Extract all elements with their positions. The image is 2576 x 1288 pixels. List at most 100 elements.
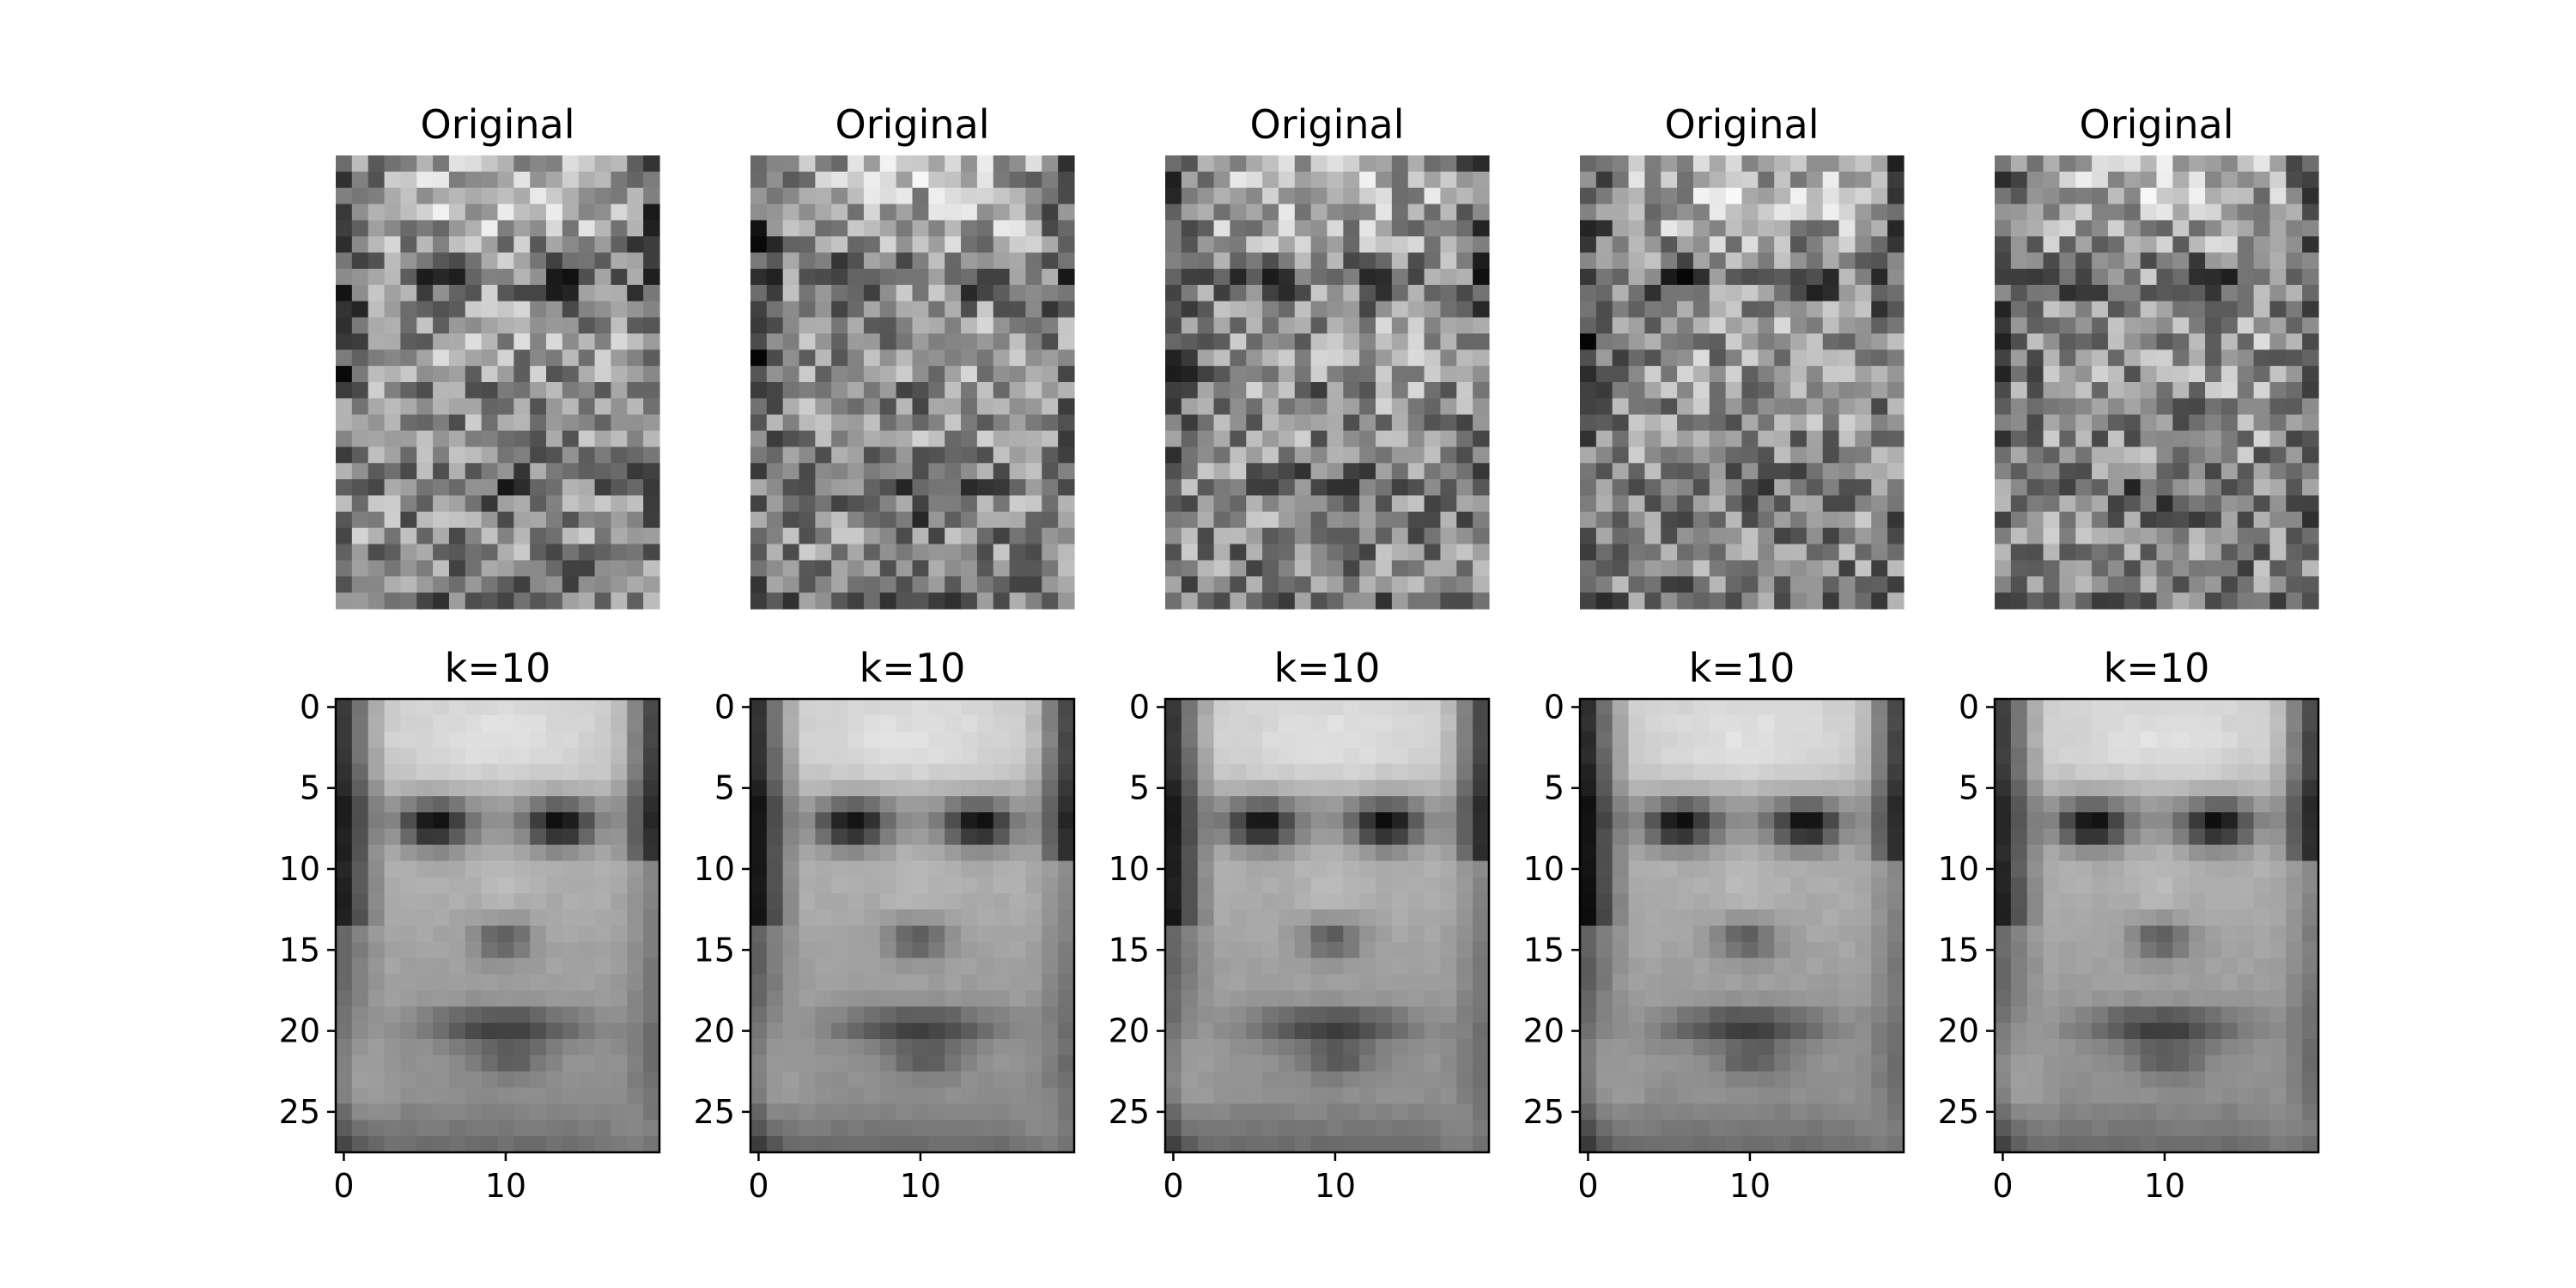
image-pixel xyxy=(2059,511,2076,529)
image-pixel xyxy=(1213,747,1230,765)
image-pixel xyxy=(2286,333,2303,350)
image-pixel xyxy=(611,301,628,319)
image-pixel xyxy=(945,463,962,480)
image-pixel xyxy=(578,592,596,610)
image-pixel xyxy=(1262,1054,1279,1072)
image-pixel xyxy=(831,430,848,448)
image-pixel xyxy=(1391,220,1409,237)
image-pixel xyxy=(1473,1023,1490,1040)
image-pixel xyxy=(1790,860,1807,878)
image-pixel xyxy=(1440,763,1457,781)
image-pixel xyxy=(594,592,612,610)
image-pixel xyxy=(896,366,914,383)
image-pixel xyxy=(1692,941,1710,959)
image-pixel xyxy=(433,560,450,577)
image-pixel xyxy=(896,926,914,943)
image-pixel xyxy=(1677,877,1694,894)
image-pixel xyxy=(750,796,768,813)
image-pixel xyxy=(1181,560,1199,577)
image-pixel xyxy=(912,495,929,513)
image-pixel xyxy=(1725,236,1743,253)
image-pixel xyxy=(2092,511,2109,529)
image-pixel xyxy=(863,366,881,383)
image-pixel xyxy=(1009,236,1027,253)
image-pixel xyxy=(1774,560,1791,577)
image-pixel xyxy=(1165,990,1182,1007)
image-pixel xyxy=(1407,828,1425,846)
image-pixel xyxy=(1692,479,1710,496)
image-pixel xyxy=(1725,576,1743,593)
image-pixel xyxy=(1009,479,1027,496)
image-pixel xyxy=(961,511,978,529)
image-pixel xyxy=(1473,1087,1490,1105)
image-pixel xyxy=(1246,592,1263,610)
image-pixel xyxy=(611,592,628,610)
image-pixel xyxy=(879,1120,897,1137)
image-pixel xyxy=(1741,844,1759,862)
image-pixel xyxy=(945,1039,962,1056)
image-pixel xyxy=(863,1039,881,1056)
image-pixel xyxy=(1376,877,1393,894)
image-pixel xyxy=(2059,479,2076,496)
image-pixel xyxy=(351,1006,369,1024)
image-pixel xyxy=(799,447,816,464)
image-pixel xyxy=(1197,155,1215,173)
image-pixel xyxy=(2237,349,2255,367)
image-pixel xyxy=(912,592,929,610)
image-pixel xyxy=(1181,747,1199,765)
image-pixel xyxy=(2302,284,2319,302)
image-pixel xyxy=(848,893,865,910)
image-pixel xyxy=(1887,349,1905,367)
image-pixel xyxy=(1887,763,1905,781)
image-pixel xyxy=(2026,187,2044,205)
image-pixel xyxy=(1871,463,1888,480)
image-pixel xyxy=(2010,284,2028,302)
image-pixel xyxy=(1294,366,1312,383)
image-pixel xyxy=(766,941,784,959)
image-pixel xyxy=(1677,495,1694,513)
image-pixel xyxy=(594,301,612,319)
image-pixel xyxy=(1774,893,1791,910)
image-pixel xyxy=(799,430,816,448)
image-pixel xyxy=(1741,187,1759,205)
image-pixel xyxy=(1042,220,1059,237)
image-pixel xyxy=(1692,1023,1710,1040)
image-pixel xyxy=(815,398,832,416)
image-pixel xyxy=(433,398,450,416)
image-pixel xyxy=(1612,252,1630,270)
image-pixel xyxy=(2043,544,2060,562)
image-pixel xyxy=(1822,447,1840,464)
image-pixel xyxy=(1855,763,1872,781)
image-pixel xyxy=(766,926,784,943)
image-pixel xyxy=(1661,544,1678,562)
image-pixel xyxy=(1343,893,1360,910)
y-tick-label: 0 xyxy=(1129,688,1150,726)
image-pixel xyxy=(351,576,369,593)
image-pixel xyxy=(513,1006,531,1024)
image-pixel xyxy=(1644,495,1662,513)
image-pixel xyxy=(1628,284,1645,302)
image-pixel xyxy=(815,317,832,335)
image-pixel xyxy=(433,544,450,562)
image-pixel xyxy=(1725,463,1743,480)
image-pixel xyxy=(1165,1136,1182,1153)
image-pixel xyxy=(1009,926,1027,943)
image-pixel xyxy=(1294,592,1312,610)
image-pixel xyxy=(896,828,914,846)
image-pixel xyxy=(1440,333,1457,350)
image-pixel xyxy=(1790,204,1807,222)
image-pixel xyxy=(1197,479,1215,496)
image-pixel xyxy=(1995,155,2012,173)
image-pixel xyxy=(1042,204,1059,222)
image-pixel xyxy=(513,511,531,529)
image-pixel xyxy=(1278,1071,1296,1089)
image-pixel xyxy=(530,560,547,577)
image-pixel xyxy=(416,893,434,910)
image-pixel xyxy=(1855,592,1872,610)
image-pixel xyxy=(368,220,386,237)
image-pixel xyxy=(1407,171,1425,189)
image-pixel xyxy=(1424,860,1442,878)
image-pixel xyxy=(1758,236,1775,253)
image-pixel xyxy=(799,155,816,173)
image-pixel xyxy=(2269,366,2287,383)
